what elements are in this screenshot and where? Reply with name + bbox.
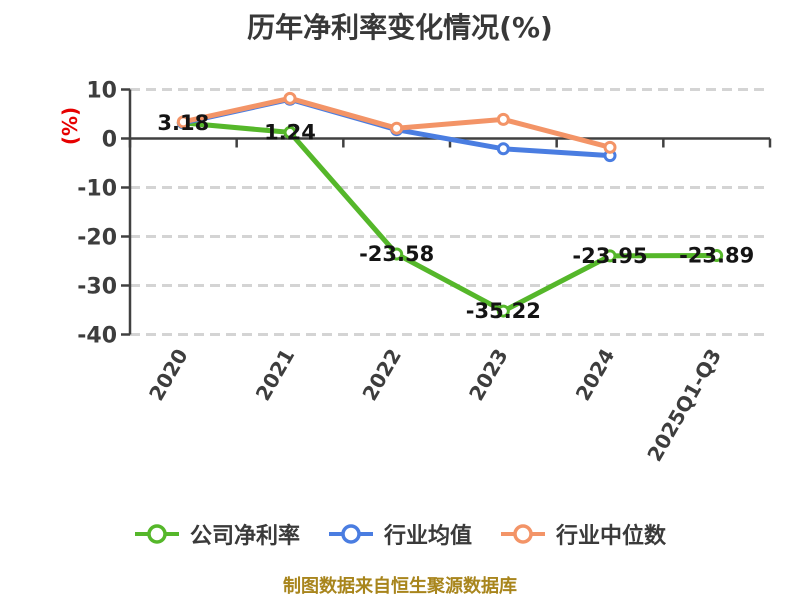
data-label: -23.58 bbox=[359, 242, 434, 266]
data-point bbox=[390, 121, 404, 135]
y-tick-label: 10 bbox=[86, 79, 117, 104]
plot-area: (%) 10 0 -10 -20 -30 -40 2020 2021 2022 2023 2024 2… bbox=[58, 79, 772, 466]
data-point bbox=[496, 112, 510, 126]
data-point bbox=[496, 304, 510, 318]
y-tick-label: -20 bbox=[77, 226, 117, 251]
y-tick-label: -10 bbox=[77, 177, 117, 202]
x-tick-label: 2022 bbox=[357, 345, 406, 405]
legend-item-industry-median[interactable]: 行业中位数 bbox=[500, 518, 666, 550]
data-labels: 3.18 1.24 -23.58 -35.22 -23.95 -23.89 bbox=[157, 111, 754, 323]
data-source-caption: 制图数据来自恒生聚源数据库 bbox=[283, 576, 517, 597]
y-axis-unit-label: (%) bbox=[58, 107, 82, 145]
x-tick-label: 2021 bbox=[251, 345, 300, 405]
y-tick-label: -40 bbox=[77, 324, 117, 349]
data-label: 1.24 bbox=[264, 120, 316, 144]
legend: 公司净利率 行业均值 行业中位数 bbox=[0, 518, 800, 550]
data-point bbox=[283, 125, 297, 139]
series-lines bbox=[176, 91, 724, 318]
data-point bbox=[603, 249, 617, 263]
x-tick-label: 2024 bbox=[571, 345, 620, 405]
x-tick-label: 2023 bbox=[464, 345, 513, 405]
data-label: 3.18 bbox=[157, 111, 209, 135]
y-tick-label: -30 bbox=[77, 275, 117, 300]
x-tick-label: 2020 bbox=[144, 345, 193, 405]
legend-label: 行业中位数 bbox=[556, 524, 667, 549]
data-point bbox=[496, 142, 510, 156]
data-point bbox=[710, 249, 724, 263]
data-point bbox=[390, 247, 404, 261]
x-tick-label: 2025Q1-Q3 bbox=[642, 345, 726, 466]
data-label: -23.95 bbox=[572, 244, 647, 268]
line-marker-icon bbox=[134, 524, 179, 544]
data-point bbox=[176, 115, 190, 129]
legend-label: 行业均值 bbox=[383, 524, 472, 549]
data-label: -35.22 bbox=[466, 299, 541, 323]
line-marker-icon bbox=[328, 524, 373, 544]
line-marker-icon bbox=[501, 524, 545, 544]
data-label: -23.89 bbox=[679, 244, 754, 268]
legend-item-industry-average[interactable]: 行业均值 bbox=[328, 518, 472, 550]
legend-item-company-net-margin[interactable]: 公司净利率 bbox=[134, 518, 300, 550]
legend-label: 公司净利率 bbox=[189, 524, 300, 549]
gridlines bbox=[130, 88, 770, 336]
data-point bbox=[603, 140, 617, 154]
series-line-0 bbox=[180, 120, 720, 314]
data-point bbox=[283, 91, 297, 105]
y-tick-label: 0 bbox=[102, 128, 117, 153]
chart-title: 历年净利率变化情况(%) bbox=[247, 11, 553, 44]
